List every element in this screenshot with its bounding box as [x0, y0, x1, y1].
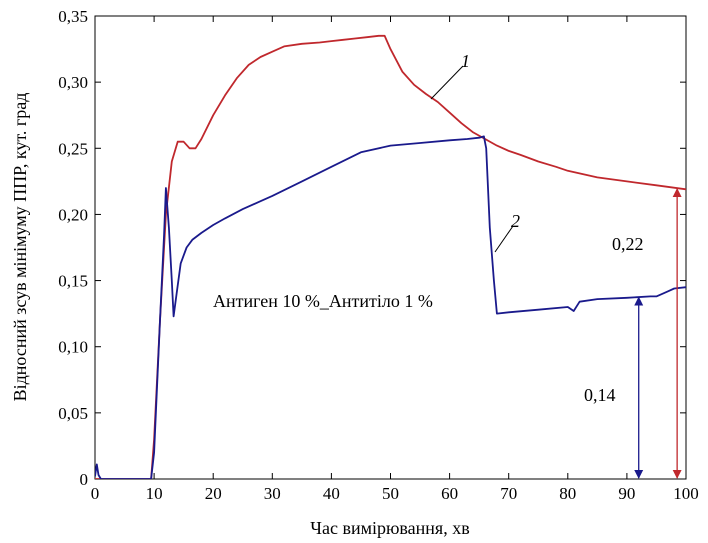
series-1-line: [95, 34, 686, 479]
marker-label-0,22: 0,22: [612, 234, 644, 254]
x-tick-label: 90: [618, 484, 635, 503]
series-2-label: 2: [511, 211, 520, 231]
y-tick-label: 0,10: [58, 338, 88, 357]
x-tick-label: 10: [146, 484, 163, 503]
x-tick-label: 0: [91, 484, 100, 503]
series-1-leader: [430, 65, 464, 100]
plot-area: [94, 15, 687, 480]
x-tick-label: 20: [205, 484, 222, 503]
y-tick-label: 0,20: [58, 205, 88, 224]
marker-label-0,14: 0,14: [584, 385, 616, 405]
x-tick-label: 100: [673, 484, 699, 503]
x-tick-label: 40: [323, 484, 340, 503]
series-1-label: 1: [461, 51, 470, 71]
x-tick-label: 70: [500, 484, 517, 503]
y-tick-label: 0,05: [58, 404, 88, 423]
y-tick-label: 0,35: [58, 7, 88, 26]
marker-layer: [634, 188, 682, 479]
y-tick-label: 0,15: [58, 272, 88, 291]
y-tick-label: 0: [80, 470, 89, 489]
annotation-text: Антиген 10 %_Антитіло 1 %: [213, 291, 433, 311]
y-tick-label: 0,30: [58, 73, 88, 92]
x-tick-label: 60: [441, 484, 458, 503]
y-tick-label: 0,25: [58, 139, 88, 158]
x-tick-label: 80: [559, 484, 576, 503]
x-tick-label: 50: [382, 484, 399, 503]
tick-labels: 0 10 20 30 40 50 60 70 80 90 100 0 0,05 0,10 0,15 0,20 0…: [58, 7, 699, 503]
series-layer: [95, 34, 686, 479]
series-2-line: [95, 135, 686, 479]
series-2-leader: [494, 225, 514, 253]
y-axis-title: Відносний зсув мінімуму ППР, кут. град: [10, 93, 30, 402]
x-tick-label: 30: [264, 484, 281, 503]
x-axis-title: Час вимірювання, хв: [310, 518, 469, 538]
